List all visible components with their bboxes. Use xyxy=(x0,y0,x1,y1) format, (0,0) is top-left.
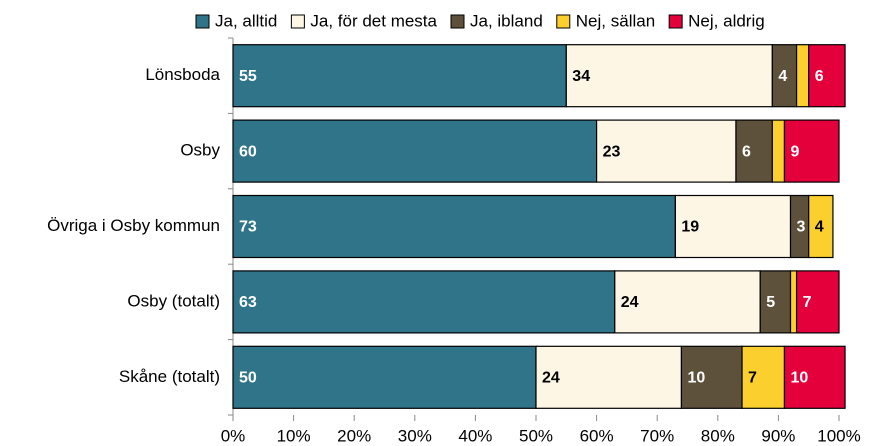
x-tick-label: 80% xyxy=(701,426,735,445)
y-tick-label: Övriga i Osby kommun xyxy=(47,216,220,235)
data-label: 23 xyxy=(603,143,621,160)
bar-segment xyxy=(789,270,798,334)
bar-segment xyxy=(680,345,743,409)
data-label: 10 xyxy=(790,370,808,387)
legend-swatch xyxy=(668,14,683,29)
legend-swatch xyxy=(450,14,465,29)
data-label: 7 xyxy=(748,370,757,387)
bar-segment xyxy=(232,119,598,183)
data-label: 55 xyxy=(239,68,257,85)
bar-segment xyxy=(565,44,773,108)
y-tick-label: Osby xyxy=(180,141,220,160)
legend-swatch xyxy=(195,14,210,29)
bar-segment xyxy=(595,119,737,183)
bar-segment xyxy=(232,345,537,409)
bar-segment xyxy=(614,270,761,334)
legend-label: Ja, för det mesta xyxy=(310,11,437,30)
data-label: 50 xyxy=(239,370,257,387)
x-tick-label: 40% xyxy=(458,426,492,445)
bar-segment xyxy=(795,270,840,334)
data-label: 24 xyxy=(621,294,639,311)
y-tick-label: Osby (totalt) xyxy=(127,291,220,310)
bar-segment xyxy=(795,44,810,108)
data-label: 6 xyxy=(742,143,751,160)
x-tick-label: 0% xyxy=(221,426,246,445)
data-label: 6 xyxy=(815,68,824,85)
bar-segment xyxy=(783,345,846,409)
bar-segment xyxy=(771,119,786,183)
legend-label: Nej, aldrig xyxy=(688,11,765,30)
x-tick-label: 70% xyxy=(640,426,674,445)
bar-segment xyxy=(783,119,840,183)
data-label: 73 xyxy=(239,219,257,236)
bar-segment xyxy=(741,345,786,409)
x-tick-label: 30% xyxy=(398,426,432,445)
legend-swatch xyxy=(556,14,571,29)
legend-swatch xyxy=(290,14,305,29)
bar-segment xyxy=(232,270,616,334)
data-label: 34 xyxy=(572,68,590,85)
x-tick-label: 100% xyxy=(817,426,860,445)
data-label: 7 xyxy=(803,294,812,311)
bar-segment xyxy=(735,119,773,183)
bar-segment xyxy=(674,194,792,259)
x-tick-label: 60% xyxy=(580,426,614,445)
bar-segment xyxy=(808,44,846,108)
x-tick-label: 10% xyxy=(277,426,311,445)
data-label: 60 xyxy=(239,143,257,160)
x-tick-label: 90% xyxy=(761,426,795,445)
bar-segment xyxy=(808,194,834,259)
data-label: 4 xyxy=(815,219,824,236)
data-label: 3 xyxy=(797,219,806,236)
legend-label: Ja, ibland xyxy=(470,11,543,30)
data-label: 5 xyxy=(766,294,775,311)
x-tick-label: 20% xyxy=(337,426,371,445)
data-label: 24 xyxy=(542,370,560,387)
data-label: 63 xyxy=(239,294,257,311)
data-label: 19 xyxy=(681,219,699,236)
x-tick-label: 50% xyxy=(519,426,553,445)
y-tick-label: Lönsboda xyxy=(145,65,220,84)
y-tick-label: Skåne (totalt) xyxy=(119,367,220,386)
bar-segment xyxy=(759,270,792,334)
legend-label: Ja, alltid xyxy=(215,11,277,30)
bar-segment xyxy=(232,194,676,259)
legend-label: Nej, sällan xyxy=(576,11,655,30)
data-label: 4 xyxy=(778,68,787,85)
data-label: 10 xyxy=(687,370,705,387)
bar-segment xyxy=(535,345,683,409)
bar-segment xyxy=(232,44,567,108)
data-label: 9 xyxy=(790,143,799,160)
